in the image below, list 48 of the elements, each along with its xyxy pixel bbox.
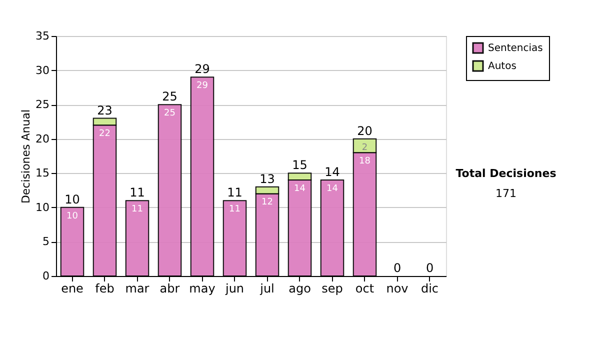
data-label: 12 <box>262 198 273 208</box>
total-label: 13 <box>260 172 275 186</box>
y-tick-label: 0 <box>42 270 50 282</box>
total-label: 23 <box>97 103 112 118</box>
data-label: 10 <box>66 211 78 222</box>
y-tick-label: 10 <box>36 200 50 214</box>
total-label: 20 <box>357 124 372 138</box>
data-label: 11 <box>132 204 143 215</box>
data-label: 25 <box>164 108 176 119</box>
data-label: 22 <box>99 129 110 140</box>
legend-label: Sentencias <box>488 43 543 54</box>
data-label: 18 <box>359 156 371 167</box>
y-tick-label: 15 <box>36 166 50 180</box>
y-tick-label: 25 <box>36 98 50 112</box>
x-tick-label: nov <box>386 282 408 296</box>
x-tick-label: may <box>189 282 216 296</box>
data-label: 14 <box>294 184 306 194</box>
total-label: 11 <box>227 186 242 200</box>
y-tick-label: 35 <box>36 30 50 42</box>
x-tick-label: abr <box>160 282 180 296</box>
total-label: 10 <box>64 192 80 206</box>
x-tick-label: ago <box>288 282 311 296</box>
text: Total Decisiones <box>456 167 557 180</box>
total-label: 14 <box>324 165 340 179</box>
total-label: 29 <box>194 62 210 76</box>
y-tick-label: 30 <box>36 64 50 77</box>
x-tick-label: sep <box>322 282 343 296</box>
x-tick-label: dic <box>420 282 439 296</box>
x-tick-label: jun <box>224 282 244 296</box>
total-label: 0 <box>393 261 402 275</box>
total-label: 0 <box>426 261 434 275</box>
legend-label: Autos <box>488 61 516 72</box>
total-label: 15 <box>292 158 308 172</box>
data-label: 11 <box>229 204 240 215</box>
data-label: 14 <box>326 184 338 194</box>
y-tick-label: 20 <box>36 132 50 146</box>
total-label: 11 <box>130 186 145 200</box>
x-tick-label: oct <box>355 282 374 296</box>
data-label: 29 <box>196 81 208 92</box>
x-tick-label: ene <box>61 282 84 296</box>
y-axis-title: Decisiones Anual <box>20 109 33 204</box>
text: 171 <box>496 187 516 200</box>
data-label: 2 <box>362 142 368 153</box>
x-tick-label: feb <box>95 282 114 296</box>
x-tick-label: jul <box>259 282 274 296</box>
y-tick-label: 5 <box>42 235 50 248</box>
total-label: 25 <box>162 90 178 104</box>
x-tick-label: mar <box>125 282 150 296</box>
